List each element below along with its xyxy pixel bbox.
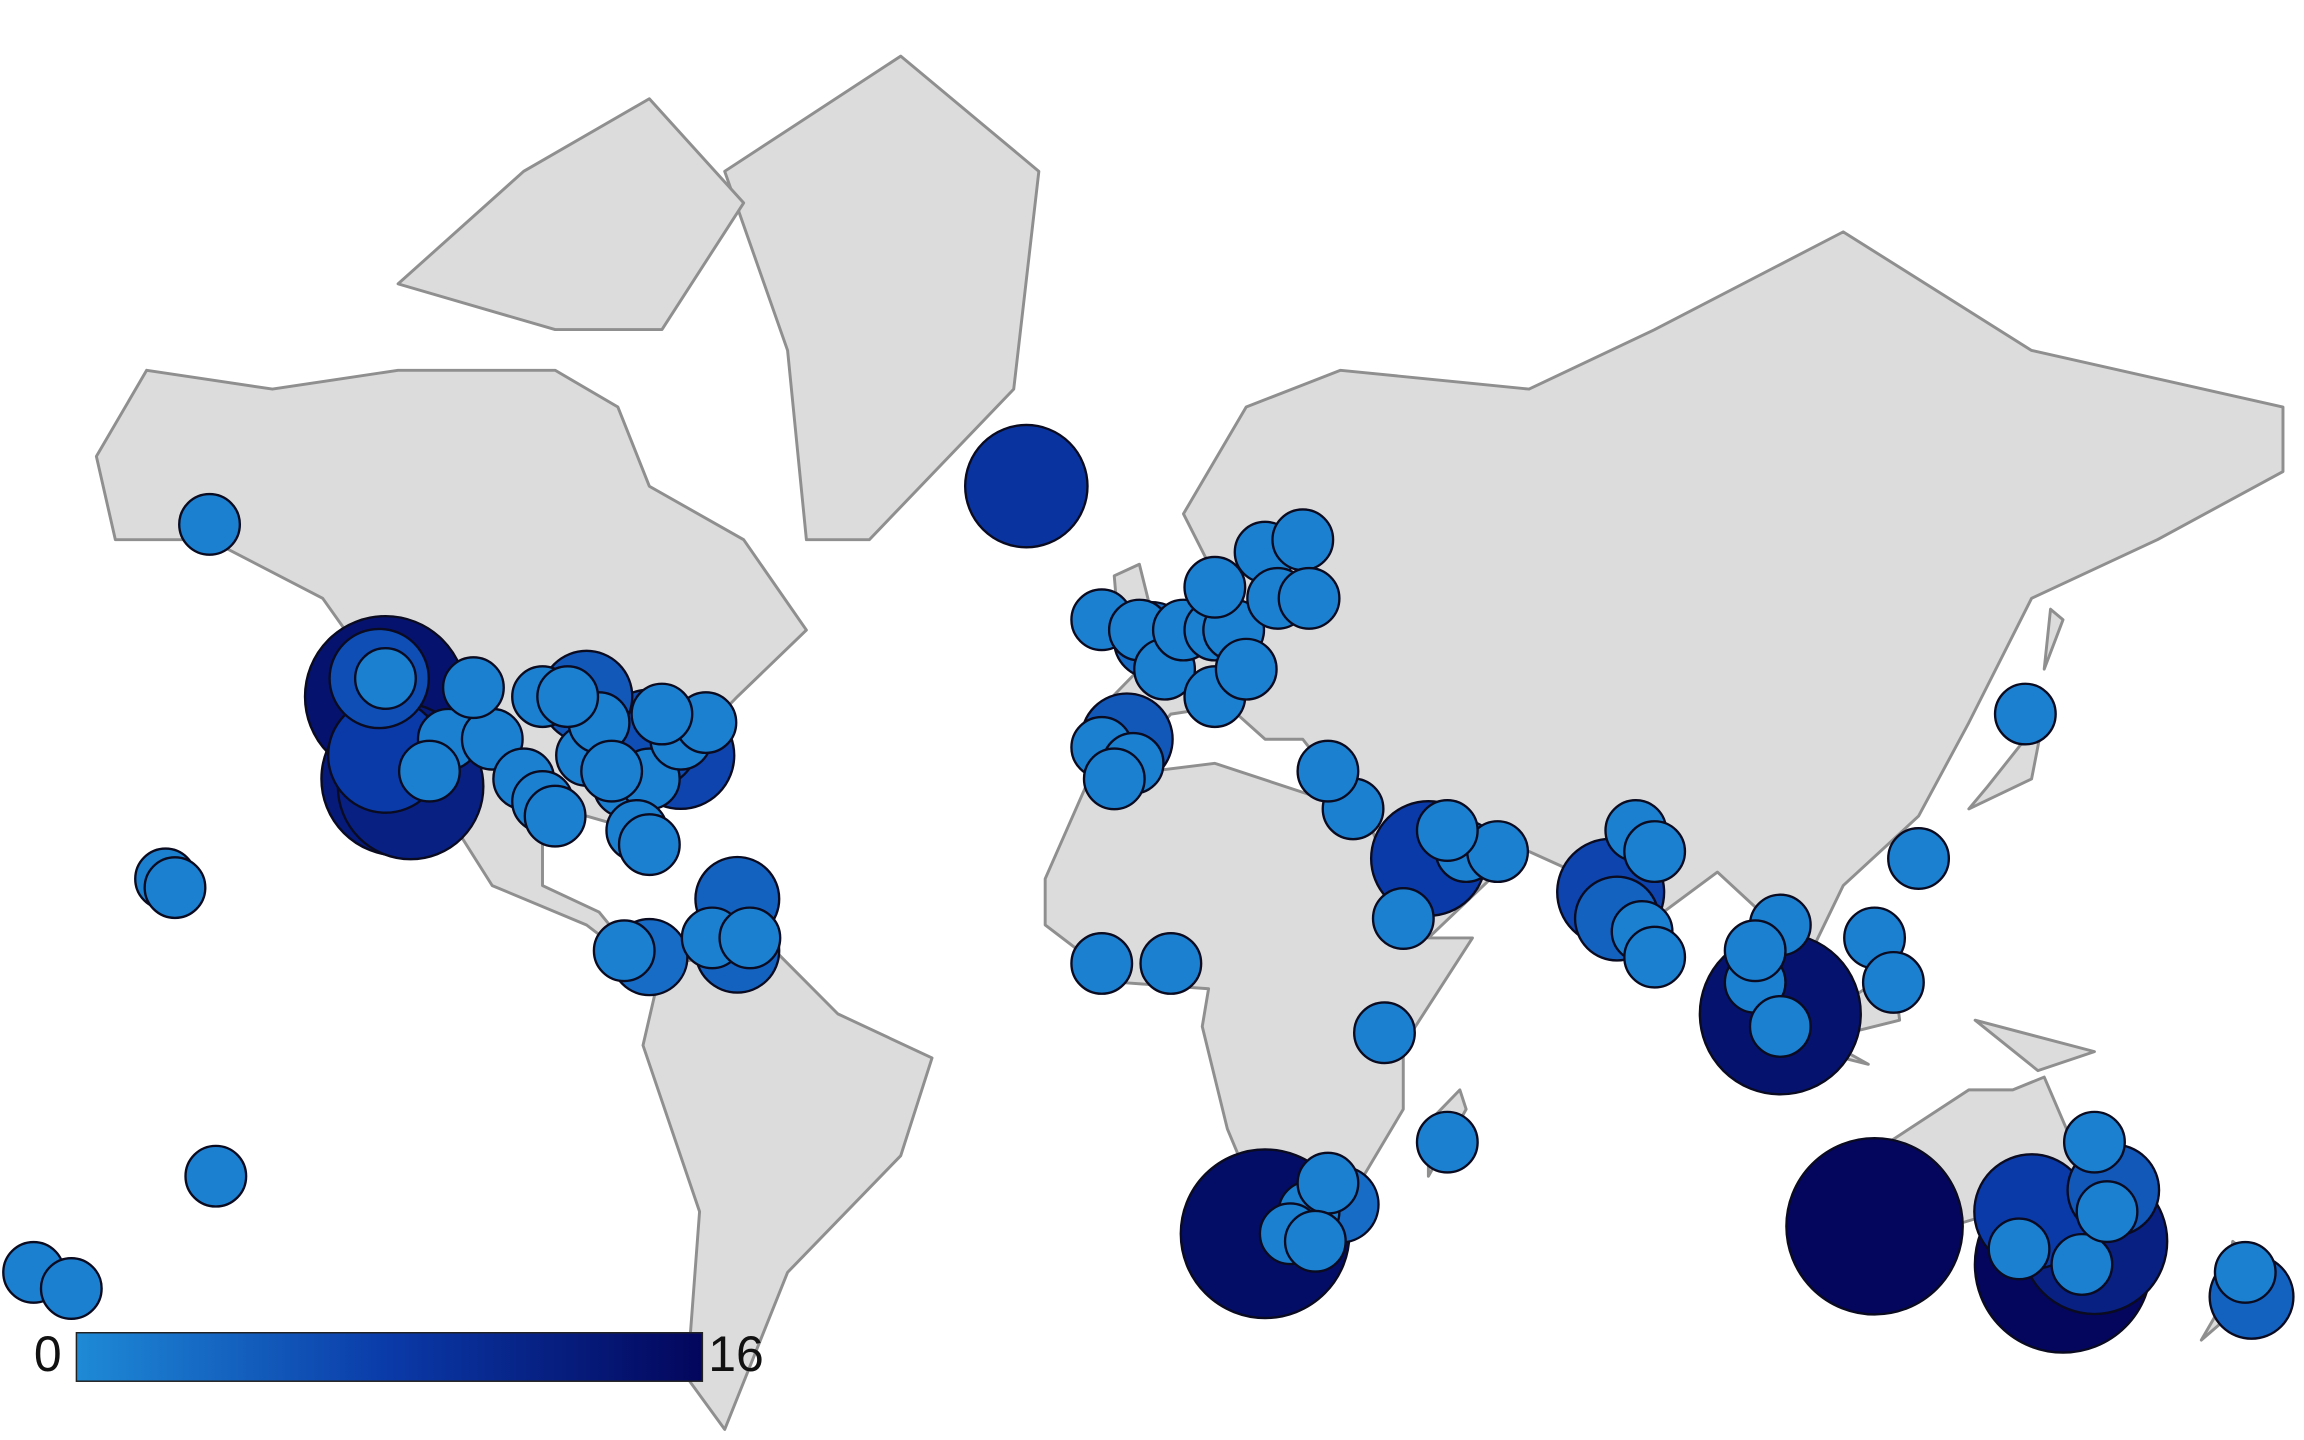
colorbar-tick-label: 16 — [708, 1326, 764, 1382]
bubble — [1861, 950, 1925, 1014]
bubble-layer — [2, 423, 2295, 1354]
bubble — [617, 813, 681, 877]
bubble — [441, 656, 505, 720]
bubble — [592, 919, 656, 983]
bubble — [1887, 826, 1951, 890]
landmass — [396, 97, 746, 332]
bubble — [536, 665, 600, 729]
bubble — [178, 492, 242, 556]
landmass — [1973, 1018, 2096, 1073]
bubble — [1283, 1209, 1347, 1273]
bubble — [353, 647, 417, 710]
bubble — [1352, 1001, 1416, 1065]
bubble — [1748, 994, 1812, 1058]
bubble — [963, 423, 1089, 549]
colorbar-scale — [75, 1332, 704, 1382]
bubble — [1082, 747, 1146, 811]
bubble — [2075, 1180, 2139, 1244]
bubble — [2050, 1232, 2114, 1296]
bubble — [2213, 1240, 2277, 1304]
bubble — [184, 1144, 248, 1208]
bubble — [1371, 887, 1435, 951]
landmass — [2042, 607, 2065, 671]
bubble — [1296, 739, 1360, 803]
landmass — [641, 949, 934, 1431]
bubble — [1214, 637, 1278, 701]
bubble — [1723, 919, 1787, 983]
bubble — [2062, 1110, 2126, 1174]
bubble — [718, 906, 782, 970]
bubble — [1623, 820, 1687, 884]
bubble — [1623, 925, 1687, 989]
bubble — [1296, 1151, 1360, 1215]
bubble — [397, 739, 461, 803]
bubble — [523, 784, 587, 848]
bubble — [143, 856, 207, 920]
colorbar-tick-label: 0 — [34, 1326, 62, 1382]
bubble — [1277, 566, 1341, 630]
bubble — [1271, 508, 1335, 572]
bubble — [1415, 1110, 1479, 1174]
bubble — [630, 682, 694, 746]
bubble — [39, 1257, 103, 1321]
bubble — [580, 739, 644, 803]
landmass — [723, 54, 1041, 542]
bubble — [1070, 931, 1134, 995]
bubble — [1139, 931, 1203, 995]
colorbar: 0 16 — [34, 1326, 764, 1382]
bubble — [1785, 1136, 1964, 1316]
bubble — [1987, 1217, 2051, 1281]
bubble — [1993, 682, 2057, 746]
bubble — [1183, 555, 1247, 619]
bubble — [1415, 799, 1479, 862]
